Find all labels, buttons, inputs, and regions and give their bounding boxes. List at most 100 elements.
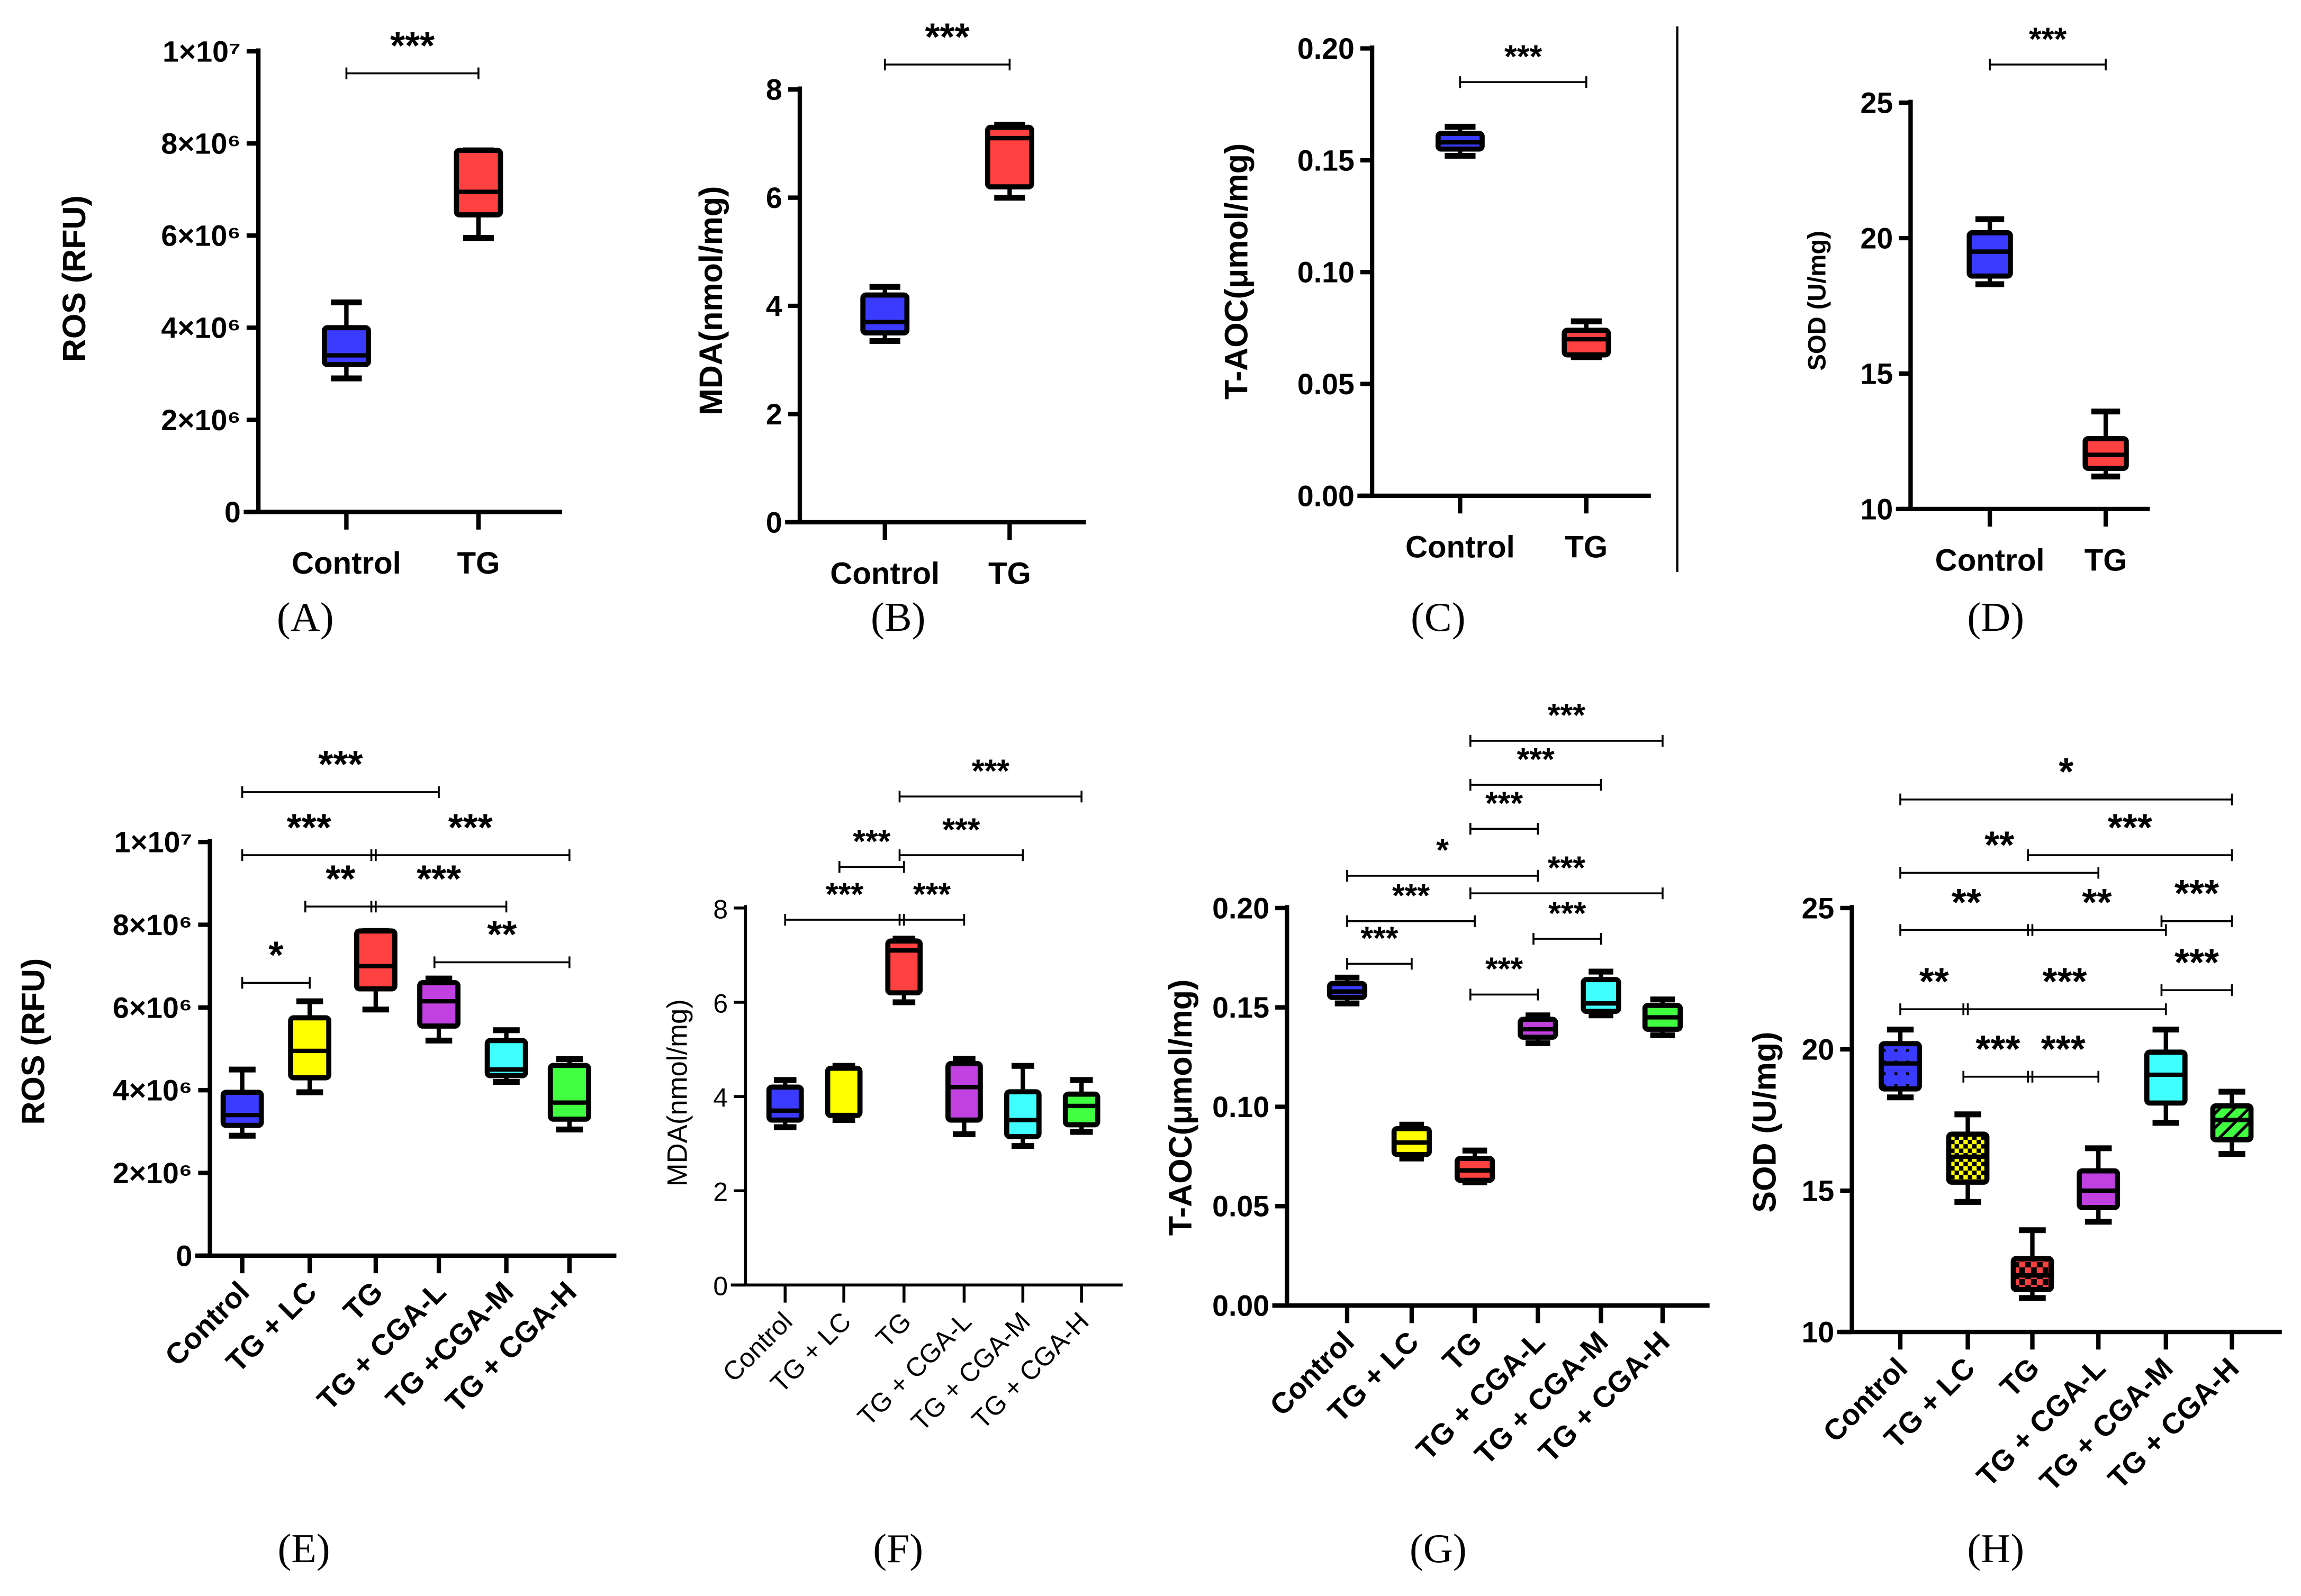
- box-tg-cga-m: [1581, 968, 1621, 1019]
- y-axis-label: ROS (RFU): [56, 195, 92, 362]
- significance-label: ***: [913, 876, 951, 912]
- box-tg-cga-m: [2144, 1027, 2188, 1126]
- significance-label: ***: [1548, 895, 1586, 931]
- box-iqr: [945, 1060, 983, 1123]
- x-tick-label: TG: [870, 1307, 917, 1354]
- significance-label: **: [487, 914, 517, 956]
- significance-bracket: ***: [1469, 697, 1664, 747]
- significance-label: ***: [853, 823, 890, 859]
- box-tg-cga-m: [1004, 1063, 1042, 1149]
- y-tick-label: 2×10⁶: [113, 1157, 192, 1190]
- box-tg: [354, 928, 398, 1013]
- box-tg: [2082, 409, 2129, 480]
- y-tick-label: 1×10⁷: [163, 35, 241, 68]
- box-iqr: [417, 980, 461, 1029]
- significance-bracket: *: [1899, 751, 2233, 805]
- significance-bracket: ***: [883, 16, 1011, 71]
- y-tick-label: 1×10⁷: [114, 826, 193, 859]
- x-tick-label: TG: [1993, 1352, 2045, 1403]
- y-tick-label: 0: [224, 496, 241, 529]
- box-tg-lc: [288, 998, 331, 1095]
- significance-bracket: ***: [2160, 941, 2233, 996]
- y-tick-label: 0: [766, 506, 782, 539]
- y-tick-label: 0.10: [1212, 1091, 1269, 1123]
- box-tg-cga-l: [417, 975, 461, 1044]
- significance-bracket: ***: [1469, 741, 1602, 791]
- y-axis-label: SOD (U/mg): [1803, 231, 1831, 370]
- significance-label: *: [2059, 751, 2073, 793]
- box-iqr: [1062, 1091, 1100, 1128]
- box-tg-cga-m: [484, 1027, 528, 1085]
- y-axis-label: ROS (RFU): [15, 958, 51, 1125]
- significance-bracket: *: [1346, 832, 1539, 882]
- y-tick-label: 4: [766, 289, 782, 322]
- y-tick-label: 4: [713, 1083, 728, 1113]
- significance-bracket: ***: [2027, 1028, 2100, 1083]
- x-tick-label: TG: [457, 546, 500, 581]
- box-tg-lc: [1391, 1121, 1432, 1162]
- panel-label: (D): [1967, 594, 2024, 640]
- significance-bracket: **: [2027, 882, 2167, 936]
- y-tick-label: 10: [1860, 493, 1893, 525]
- box-control: [1327, 974, 1368, 1006]
- panel-b: 0 2 4 6 8 MDA(nmol/mg) Control TG *** (B): [693, 16, 1086, 640]
- significance-label: ***: [826, 876, 863, 912]
- significance-bracket: ***: [1962, 960, 2167, 1015]
- box-tg-cga-h: [1062, 1077, 1100, 1135]
- y-tick-label: 4×10⁶: [161, 312, 240, 344]
- box-iqr: [547, 1063, 591, 1122]
- y-tick-label: 2: [713, 1177, 728, 1207]
- y-tick-label: 0: [713, 1272, 728, 1301]
- significance-bracket: **: [1899, 960, 1969, 1015]
- x-tick-label: Control: [292, 546, 401, 581]
- significance-bracket: ***: [241, 743, 440, 798]
- significance-label: ***: [1485, 951, 1523, 987]
- y-tick-label: 8: [713, 894, 728, 924]
- box-control: [1879, 1027, 1922, 1101]
- box-control: [321, 299, 371, 382]
- significance-bracket: ***: [1346, 920, 1413, 970]
- box-iqr: [288, 1015, 331, 1081]
- significance-label: ***: [1975, 1028, 2020, 1071]
- significance-label: ***: [318, 743, 363, 786]
- significance-bracket: ***: [1532, 895, 1602, 945]
- significance-bracket: ***: [1469, 951, 1539, 1001]
- y-tick-label: 0.20: [1297, 32, 1355, 65]
- significance-bracket: ***: [370, 806, 571, 862]
- box-tg: [2010, 1227, 2054, 1301]
- y-tick-label: 25: [1802, 892, 1835, 924]
- y-tick-label: 15: [1802, 1174, 1835, 1207]
- y-tick-label: 0.15: [1297, 144, 1355, 177]
- x-tick-label: Control: [1935, 543, 2045, 577]
- panel-label: (G): [1410, 1526, 1467, 1571]
- panel-label: (H): [1967, 1526, 2024, 1571]
- box-tg: [885, 936, 923, 1005]
- box-tg: [1562, 318, 1611, 360]
- box-iqr: [321, 325, 371, 367]
- box-iqr: [354, 928, 398, 992]
- panel-g: 0.000.050.100.150.20T-AOC(μmol/mg)Contro…: [1162, 697, 1710, 1571]
- significance-label: ***: [1548, 849, 1585, 885]
- y-tick-label: 0.20: [1212, 892, 1269, 924]
- x-tick-label: TG: [988, 556, 1031, 591]
- significance-bracket: ***: [1469, 785, 1539, 835]
- significance-bracket: ***: [784, 876, 905, 926]
- box-tg-lc: [825, 1063, 863, 1123]
- significance-label: **: [1952, 882, 1981, 924]
- y-tick-label: 0: [176, 1239, 193, 1272]
- box-iqr: [2210, 1103, 2254, 1142]
- y-tick-label: 20: [1860, 222, 1893, 255]
- panel-label: (B): [871, 594, 925, 640]
- box-control: [860, 284, 910, 344]
- y-tick-label: 8×10⁶: [113, 909, 192, 941]
- significance-bracket: **: [1899, 882, 2034, 936]
- y-axis-label: MDA(nmol/mg): [693, 186, 729, 415]
- box-iqr: [985, 124, 1034, 189]
- y-tick-label: 6×10⁶: [161, 220, 240, 252]
- box-iqr: [1562, 328, 1611, 358]
- box-tg-cga-l: [1518, 1012, 1558, 1046]
- x-tick-label: TG: [1565, 530, 1608, 564]
